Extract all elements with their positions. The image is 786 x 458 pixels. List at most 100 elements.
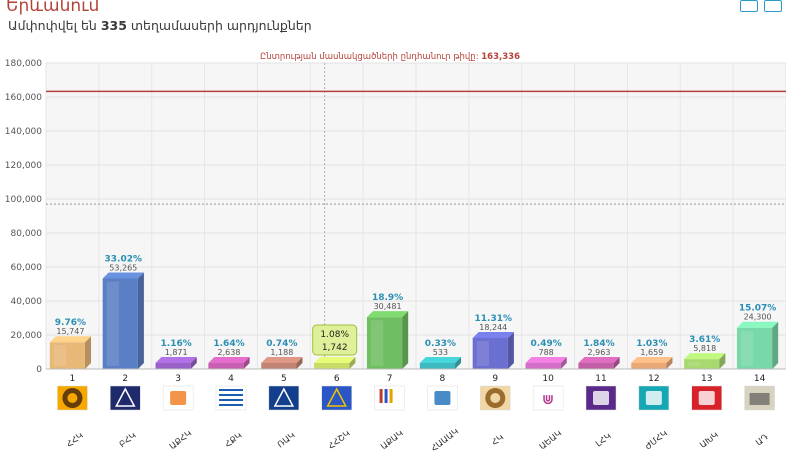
chart-bar-side	[296, 357, 303, 369]
chart-bar	[525, 363, 561, 369]
chart-bar-top	[314, 357, 356, 363]
x-party-label: ՀՀՇԿ	[327, 429, 353, 452]
chart-label-pct: 0.33%	[425, 339, 456, 349]
share-icon[interactable]	[740, 0, 758, 12]
chart-grid	[45, 62, 786, 370]
y-tick-label: 140,000	[5, 127, 42, 137]
chart-label-pct: 18.9%	[372, 293, 403, 303]
logo-mark	[379, 389, 383, 403]
x-tick-label: 13	[701, 374, 712, 384]
chart-bar-group: 1.16%1,871	[155, 339, 197, 369]
knot-logo-icon	[480, 385, 511, 411]
x-tick-label: 5	[281, 374, 287, 384]
threshold-label: Ընտրության մասնակցածների ընդհանուր թիվը:…	[260, 52, 520, 62]
x-tick-label: 8	[440, 374, 446, 384]
x-tick-label: 6	[334, 374, 340, 384]
chart-bar	[102, 278, 138, 369]
chart-bar-group: 0.33%533	[419, 339, 462, 369]
chart-bar-top	[366, 311, 409, 318]
chart-bar-top	[208, 357, 250, 363]
chart-bar-group: 1.64%2,638	[208, 339, 250, 369]
logo-mark	[593, 391, 609, 405]
chart-label-count: 1,188	[270, 348, 293, 357]
x-tick-label: 11	[595, 374, 606, 384]
y-tick-label: 100,000	[5, 195, 42, 205]
logo-mark	[170, 391, 187, 405]
chart-bar-top	[472, 331, 514, 338]
x-tick-label: 12	[648, 374, 659, 384]
chart-bar-group: 0.74%1,188	[261, 339, 303, 369]
chart-bar-top	[525, 357, 567, 363]
chart-bar-side	[560, 357, 567, 369]
chart-bar-highlight	[688, 362, 701, 366]
chart-bar-highlight	[476, 340, 490, 366]
expand-icon[interactable]	[764, 0, 782, 12]
chart-label-pct: 1.64%	[213, 339, 244, 349]
chart-label-pct: 3.61%	[689, 335, 720, 345]
logo-background	[532, 385, 564, 411]
y-tick-label: 60,000	[11, 263, 43, 273]
chart-bar	[578, 363, 614, 369]
x-party-label: ՀԿ	[490, 433, 506, 448]
y-tick-label: 20,000	[11, 331, 43, 341]
arrow-logo-icon	[162, 385, 194, 411]
chart-bar-highlight	[370, 320, 384, 366]
y-tick-label: 0	[36, 365, 42, 375]
chart-label-count: 18,244	[479, 323, 507, 332]
logo-mark	[389, 389, 393, 403]
x-party-label: ԲՀԿ	[118, 431, 139, 450]
x-party-label: ԱԴ	[754, 432, 771, 448]
party-logos: ⋓	[57, 385, 775, 411]
chart-bar	[261, 363, 297, 369]
x-tick-label: 2	[122, 374, 128, 384]
chart-bar	[155, 363, 191, 369]
chart-label-pct: 11.31%	[475, 314, 513, 324]
y-tick-label: 120,000	[5, 161, 42, 171]
red-logo-icon	[691, 385, 722, 411]
subtitle-suffix: տեղամասերի արդյունքներ	[130, 18, 312, 33]
chart-bar-side	[190, 357, 197, 369]
chart-bar-top	[49, 336, 92, 343]
chart-bar	[472, 337, 508, 369]
chart-bar-top	[578, 357, 620, 363]
logo-mark-inner	[490, 393, 501, 403]
x-party-label: ԱՔԱԿ	[379, 429, 405, 453]
chart-bar-top	[261, 357, 303, 363]
chart-label-pct: 0.49%	[531, 339, 562, 349]
chart-bar-side	[243, 357, 250, 369]
chart-bar-highlight	[53, 345, 67, 366]
chart-label-count: 2,963	[588, 348, 611, 357]
chart-label-count: 24,300	[744, 313, 772, 322]
chart-bar-highlight	[106, 281, 120, 366]
y-tick-label: 80,000	[11, 229, 43, 239]
logo-background	[638, 385, 670, 411]
logo-mark	[698, 391, 715, 405]
x-tick-label: 1	[70, 374, 76, 384]
dome-logo-icon	[427, 385, 458, 411]
logo-mark-inner	[67, 393, 78, 403]
chart-bar-top	[631, 357, 673, 363]
x-party-label: ԱԽԿ	[698, 430, 720, 451]
chart-label-pct: 1.84%	[583, 339, 614, 349]
chart-bar-group: 18.9%30,481	[366, 293, 409, 369]
x-party-label: ԼՀԿ	[594, 431, 613, 449]
logo-mark	[384, 389, 388, 403]
chart-label-pct: 0.74%	[266, 339, 297, 349]
subtitle-count: 335	[100, 18, 127, 33]
x-tick-label: 10	[542, 374, 554, 384]
subtitle-prefix: Ամփոփվել են	[8, 18, 97, 33]
chart-label-count: 30,481	[374, 302, 402, 311]
chart-bar	[366, 317, 403, 369]
ur-logo-icon: ⋓	[532, 385, 564, 411]
bird-logo-icon	[268, 385, 300, 411]
y-tick-label: 160,000	[5, 93, 42, 103]
square-logo-icon	[585, 385, 617, 411]
chart-label-count: 15,747	[56, 327, 84, 336]
x-tick-label: 3	[175, 374, 181, 384]
chart-bar	[314, 363, 350, 369]
chart-label-pct: 1.08%	[320, 330, 349, 340]
chart-bar-group: 1.84%2,963	[578, 339, 620, 369]
chart-threshold: Ընտրության մասնակցածների ընդհանուր թիվը:…	[46, 52, 786, 369]
bars-logo-icon	[374, 385, 405, 411]
chart-bar-side	[455, 357, 462, 369]
